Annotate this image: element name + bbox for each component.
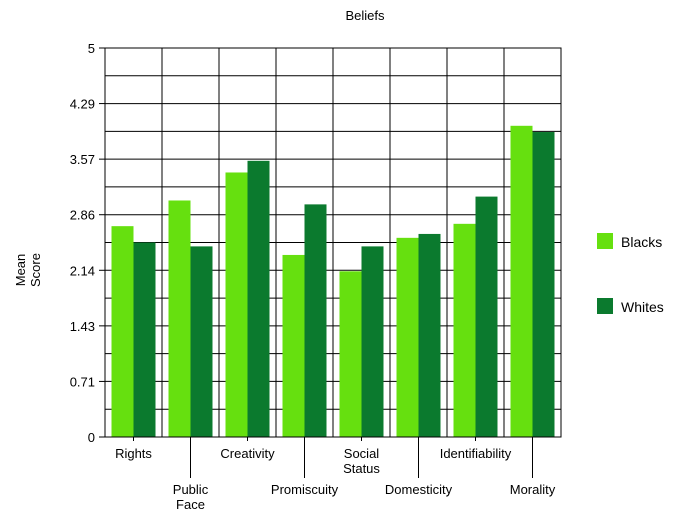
bar-whites-5 bbox=[418, 233, 441, 437]
x-category-label: Morality bbox=[510, 482, 556, 497]
y-axis-title-line: Mean bbox=[13, 254, 28, 287]
axis-layer bbox=[99, 47, 562, 478]
legend-swatch-blacks bbox=[597, 233, 613, 249]
bar-blacks-2 bbox=[225, 172, 248, 438]
bar-blacks-1 bbox=[168, 200, 191, 437]
bar-blacks-4 bbox=[339, 271, 362, 437]
bar-whites-7 bbox=[532, 132, 555, 438]
bar-blacks-6 bbox=[453, 223, 476, 437]
bars-layer bbox=[111, 125, 555, 438]
x-category-label: Promiscuity bbox=[271, 482, 339, 497]
bar-whites-1 bbox=[190, 246, 213, 437]
y-axis-title-group: Mean Score bbox=[13, 253, 43, 287]
bar-whites-2 bbox=[247, 160, 270, 437]
y-tick-label: 5 bbox=[88, 41, 95, 56]
legend: Blacks Whites bbox=[597, 233, 664, 315]
chart-title: Beliefs bbox=[345, 8, 385, 23]
x-category-label: Creativity bbox=[220, 446, 275, 461]
y-tick-labels: 0 0.71 1.43 2.14 2.86 3.57 4.29 5 bbox=[70, 41, 95, 445]
legend-label-whites: Whites bbox=[621, 299, 664, 315]
bar-blacks-7 bbox=[510, 125, 533, 438]
x-category-label: Face bbox=[176, 497, 205, 512]
plot-border bbox=[104, 47, 562, 438]
x-category-label: Public bbox=[173, 482, 209, 497]
bar-whites-3 bbox=[304, 204, 327, 437]
legend-label-blacks: Blacks bbox=[621, 234, 662, 250]
x-category-label: Identifiability bbox=[440, 446, 512, 461]
y-axis-title: Mean Score bbox=[13, 253, 43, 287]
bar-blacks-0 bbox=[111, 226, 134, 437]
bar-whites-6 bbox=[475, 196, 498, 437]
x-category-label: Domesticity bbox=[385, 482, 453, 497]
bar-blacks-3 bbox=[282, 254, 305, 437]
y-tick-label: 4.29 bbox=[70, 97, 95, 112]
y-tick-label: 0 bbox=[88, 430, 95, 445]
x-category-label: Rights bbox=[115, 446, 152, 461]
y-tick-label: 2.14 bbox=[70, 263, 95, 278]
y-axis-title-line: Score bbox=[28, 253, 43, 287]
y-tick-label: 3.57 bbox=[70, 152, 95, 167]
bar-whites-0 bbox=[133, 242, 156, 437]
x-category-label: Social bbox=[344, 446, 380, 461]
bar-blacks-5 bbox=[396, 237, 419, 437]
legend-swatch-whites bbox=[597, 298, 613, 314]
y-tick-label: 1.43 bbox=[70, 319, 95, 334]
x-category-label: Status bbox=[343, 461, 380, 476]
y-tick-label: 0.71 bbox=[70, 374, 95, 389]
y-tick-label: 2.86 bbox=[70, 208, 95, 223]
bar-whites-4 bbox=[361, 246, 384, 437]
